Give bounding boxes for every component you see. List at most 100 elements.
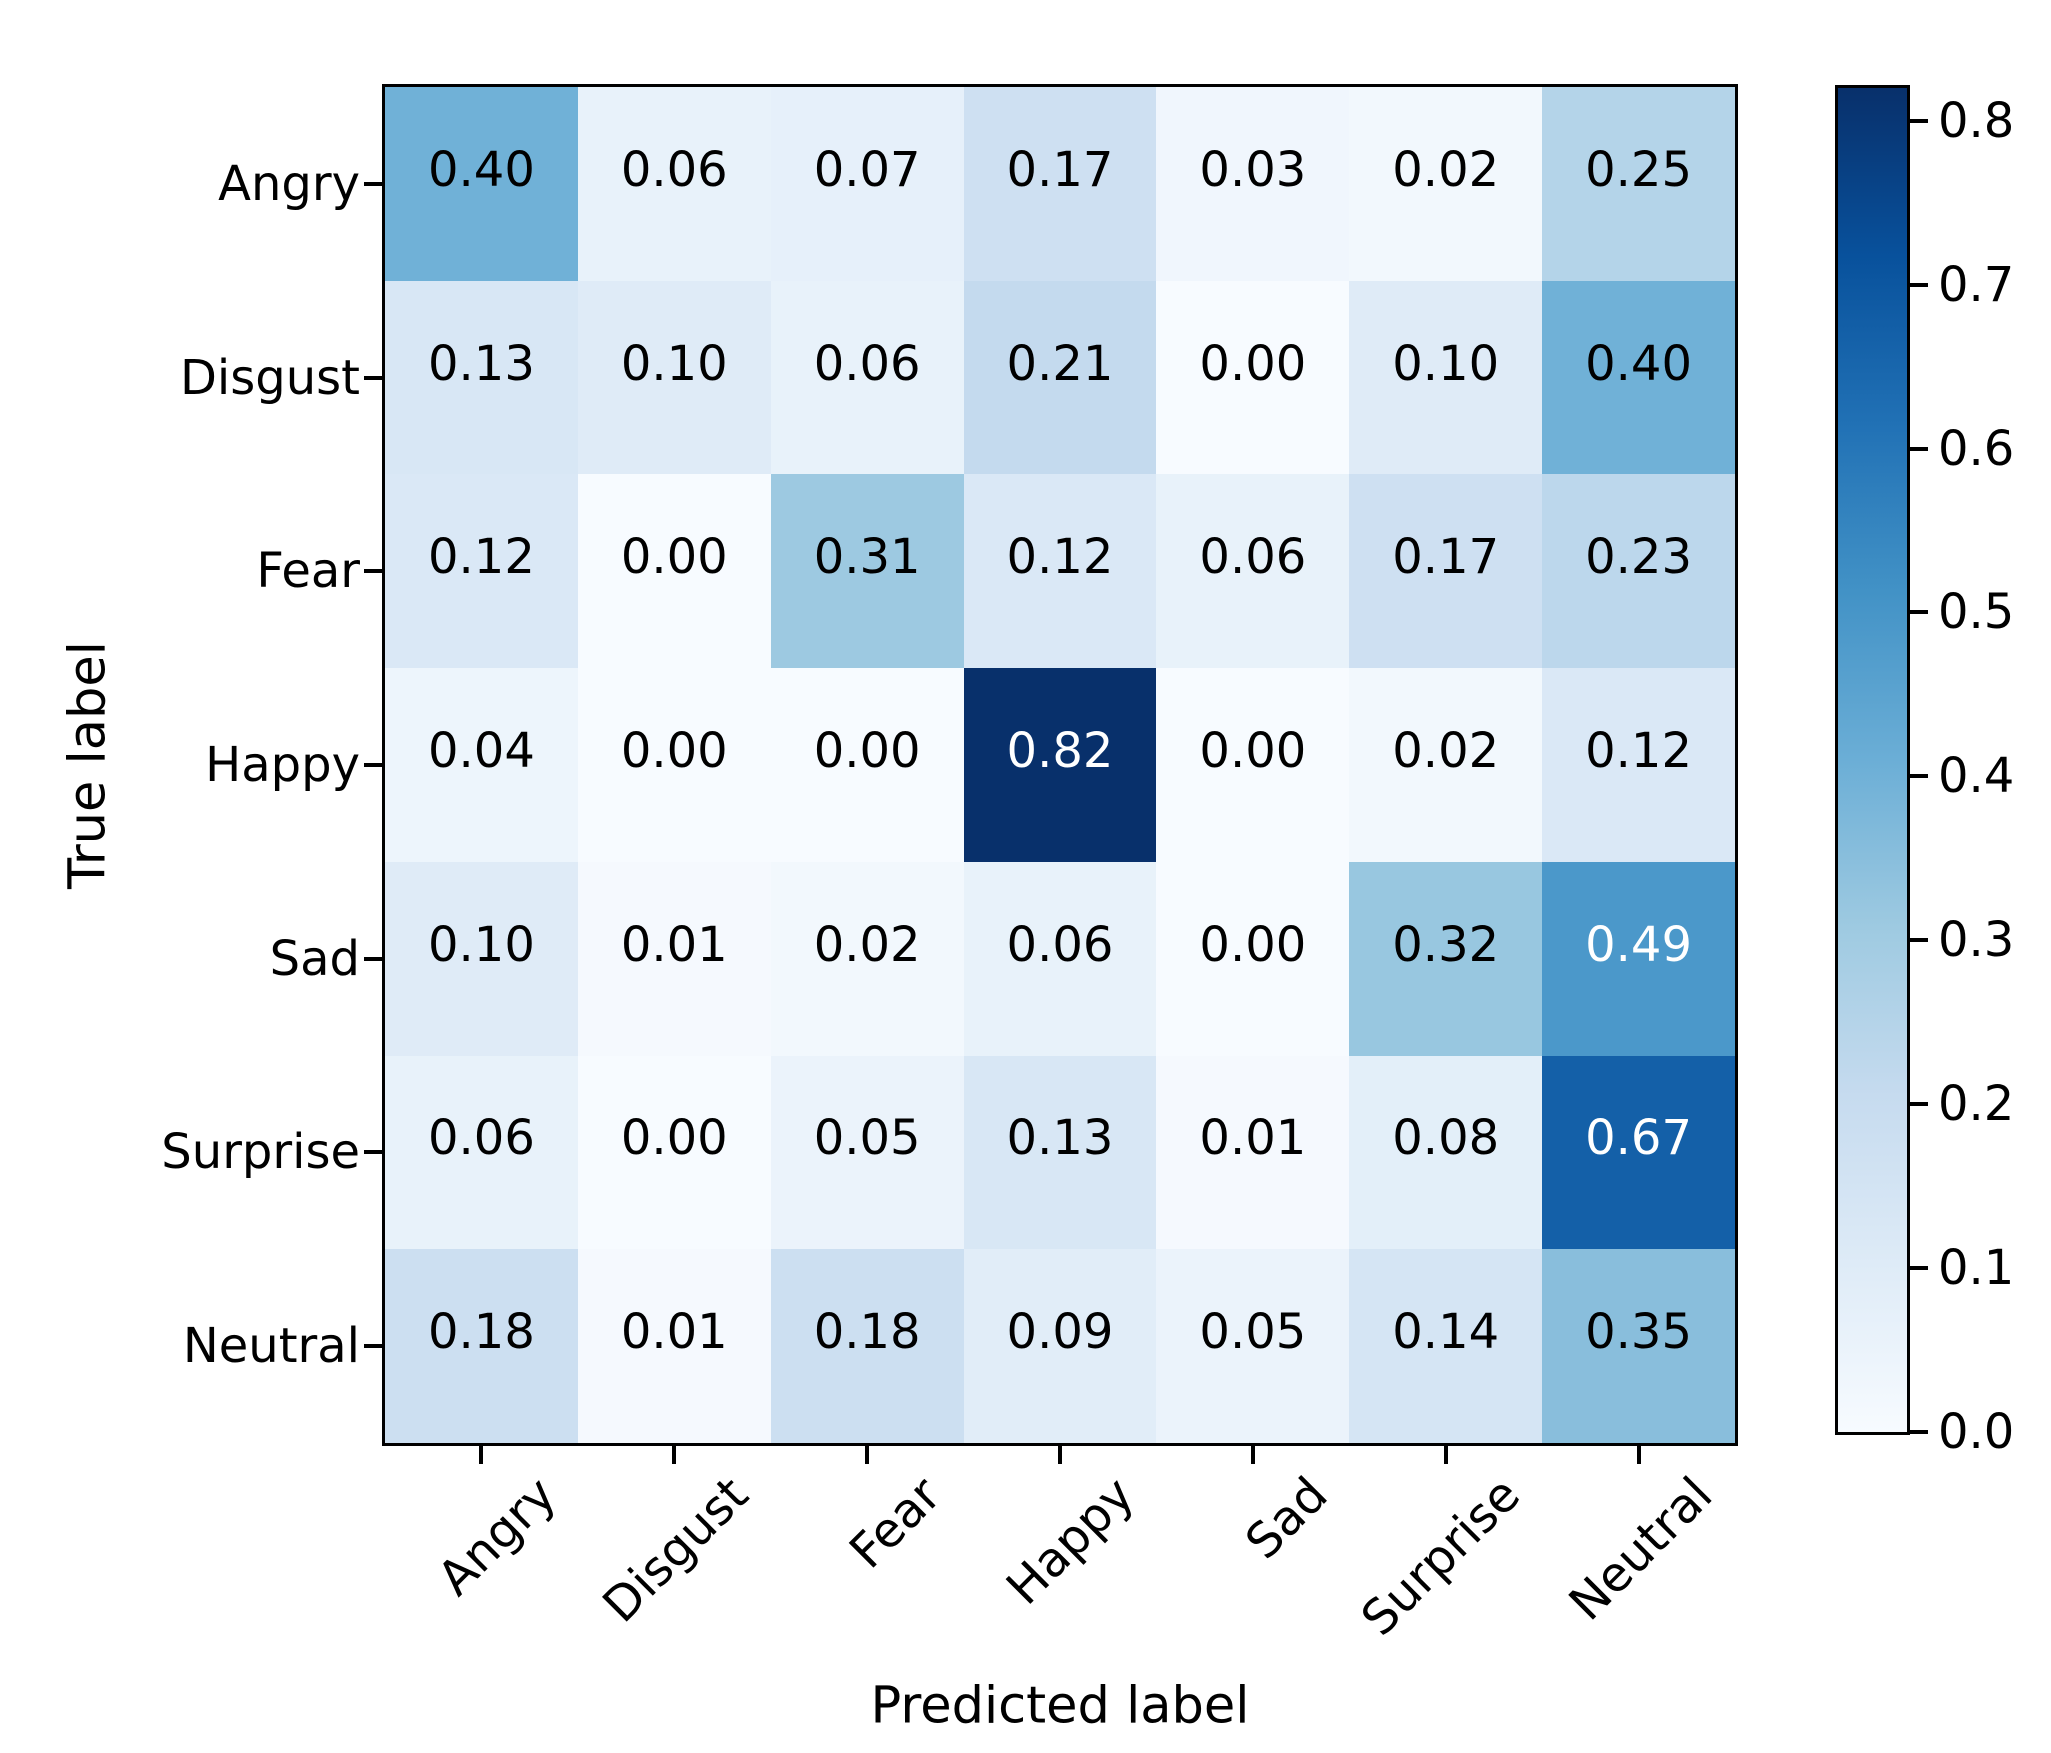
colorbar-tick-label: 0.1 [1938, 1240, 2015, 1297]
heatmap-cell: 0.49 [1542, 861, 1735, 1056]
cell-value: 0.00 [1199, 722, 1307, 779]
heatmap-cell: 0.06 [770, 280, 964, 475]
cell-value: 0.17 [1392, 529, 1500, 586]
cell-value: 0.04 [427, 722, 535, 779]
colorbar-tick-mark [1910, 774, 1928, 779]
cell-value: 0.05 [1199, 1304, 1307, 1361]
heatmap-cell: 0.18 [385, 1249, 578, 1443]
cell-value: 0.12 [427, 529, 535, 586]
y-tick-label: Angry [218, 155, 360, 212]
cell-value: 0.35 [1585, 1304, 1692, 1361]
heatmap: 0.40 0.06 0.07 0.17 0.03 0.02 0.25 0.13 0.10 0.06… [382, 84, 1738, 1446]
cell-value: 0.06 [813, 335, 921, 392]
heatmap-cell: 0.10 [577, 280, 771, 475]
heatmap-cell: 0.01 [577, 1249, 771, 1443]
colorbar-tick-mark [1910, 610, 1928, 615]
cell-value: 0.05 [813, 1110, 921, 1167]
cell-value: 0.12 [1006, 529, 1114, 586]
heatmap-cell: 0.12 [1542, 668, 1735, 862]
y-tick-mark [364, 569, 382, 574]
y-tick-label: Surprise [161, 1124, 360, 1181]
heatmap-cell: 0.05 [1156, 1249, 1350, 1443]
cell-value: 0.01 [620, 916, 728, 973]
cell-value: 0.23 [1585, 529, 1692, 586]
x-tick-label: Happy [996, 1466, 1146, 1616]
cell-value: 0.10 [427, 916, 535, 973]
x-tick-mark [1443, 1446, 1448, 1464]
cell-value: 0.06 [427, 1110, 535, 1167]
cell-value: 0.25 [1585, 141, 1692, 198]
colorbar-tick-mark [1910, 118, 1928, 123]
heatmap-cell: 0.35 [1542, 1249, 1735, 1443]
colorbar-tick-label: 0.3 [1938, 912, 2015, 969]
heatmap-cell: 0.17 [1349, 474, 1543, 669]
heatmap-cell: 0.09 [963, 1249, 1157, 1443]
heatmap-cell: 0.07 [770, 87, 964, 281]
heatmap-cell: 0.21 [963, 280, 1157, 475]
cell-value: 0.17 [1006, 141, 1114, 198]
heatmap-cell: 0.00 [1156, 861, 1350, 1056]
heatmap-cell: 0.40 [385, 87, 578, 281]
heatmap-cell: 0.00 [577, 668, 771, 862]
y-tick-mark [364, 181, 382, 186]
heatmap-cell: 0.06 [1156, 474, 1350, 669]
cell-value: 0.02 [1392, 141, 1500, 198]
cell-value: 0.00 [1199, 335, 1307, 392]
colorbar-tick-label: 0.7 [1938, 256, 2015, 313]
x-tick-label: Neutral [1558, 1466, 1724, 1632]
colorbar-tick-label: 0.0 [1938, 1404, 2015, 1460]
x-axis-label: Predicted label [870, 1676, 1250, 1736]
heatmap-cell: 0.00 [770, 668, 964, 862]
colorbar-tick-label: 0.2 [1938, 1076, 2015, 1133]
cell-value: 0.10 [620, 335, 728, 392]
heatmap-cell: 0.02 [1349, 87, 1543, 281]
y-tick-label: Happy [205, 737, 360, 793]
colorbar-tick-label: 0.4 [1938, 748, 2015, 805]
heatmap-cell: 0.32 [1349, 861, 1543, 1056]
colorbar-gradient [1838, 88, 1907, 1432]
heatmap-cell: 0.00 [1156, 668, 1350, 862]
cell-value: 0.00 [813, 722, 921, 779]
heatmap-cell: 0.82 [963, 668, 1157, 862]
heatmap-cell: 0.13 [385, 280, 578, 475]
cell-value: 0.06 [620, 141, 728, 198]
cell-value: 0.08 [1392, 1110, 1500, 1167]
x-tick-mark [1636, 1446, 1641, 1464]
cell-value: 0.07 [813, 141, 921, 198]
heatmap-cell: 0.10 [385, 861, 578, 1056]
y-tick-mark [364, 1150, 382, 1155]
colorbar-tick-label: 0.8 [1938, 92, 2015, 149]
cell-value: 0.21 [1006, 335, 1114, 392]
x-tick-label: Angry [426, 1466, 567, 1607]
heatmap-cell: 0.18 [770, 1249, 964, 1443]
cell-value: 0.03 [1199, 141, 1307, 198]
y-tick-mark [364, 375, 382, 380]
cell-value: 0.40 [427, 141, 535, 198]
colorbar-tick-label: 0.6 [1938, 420, 2015, 477]
cell-value: 0.82 [1006, 722, 1114, 779]
cell-value: 0.06 [1006, 916, 1114, 973]
y-tick-label: Sad [269, 930, 360, 987]
heatmap-cell: 0.02 [770, 861, 964, 1056]
x-tick-mark [672, 1446, 677, 1464]
heatmap-cell: 0.04 [385, 668, 578, 862]
y-tick-mark [364, 1344, 382, 1349]
y-tick-label: Fear [256, 543, 360, 600]
cell-value: 0.32 [1392, 916, 1500, 973]
colorbar-tick-mark [1910, 1102, 1928, 1107]
colorbar-tick-mark [1910, 1430, 1928, 1434]
cell-value: 0.10 [1392, 335, 1500, 392]
cell-value: 0.00 [620, 722, 728, 779]
colorbar-tick-label: 0.5 [1938, 584, 2015, 641]
cell-value: 0.01 [620, 1304, 728, 1361]
heatmap-cell: 0.13 [963, 1055, 1157, 1250]
x-tick-mark [1058, 1446, 1062, 1464]
x-tick-label: Sad [1234, 1466, 1339, 1571]
cell-value: 0.18 [427, 1304, 535, 1361]
cell-value: 0.49 [1585, 916, 1692, 973]
cell-value: 0.31 [813, 529, 921, 586]
cell-value: 0.09 [1006, 1304, 1114, 1361]
colorbar-tick-mark [1910, 282, 1928, 287]
heatmap-cell: 0.08 [1349, 1055, 1543, 1250]
heatmap-cell: 0.06 [385, 1055, 578, 1250]
